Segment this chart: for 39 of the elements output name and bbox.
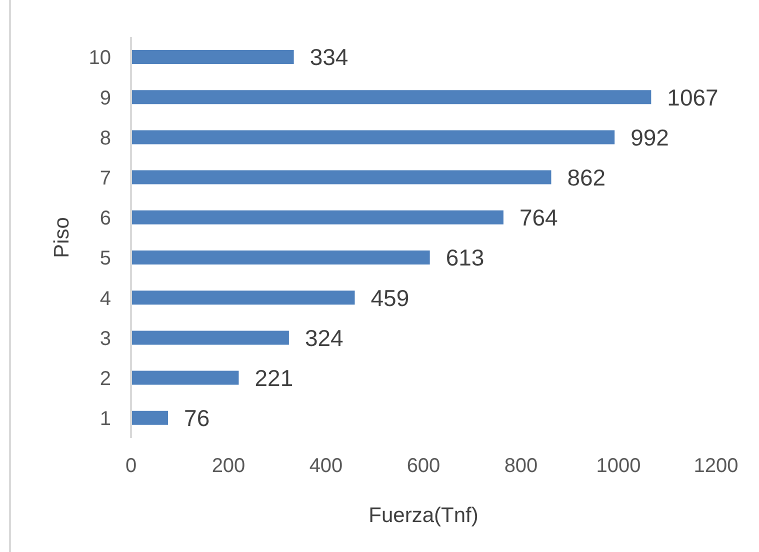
y-tick-label: 5	[100, 248, 111, 270]
y-tick-label: 4	[100, 288, 111, 310]
bar	[131, 410, 168, 425]
y-tick-label: 8	[100, 127, 111, 150]
y-tick-label: 1	[100, 408, 111, 430]
data-label: 764	[519, 204, 558, 231]
data-label: 862	[567, 164, 606, 190]
y-axis-title: Piso	[50, 217, 74, 258]
bar	[131, 210, 504, 224]
y-tick-label: 3	[100, 328, 111, 350]
x-tick-label: 0	[125, 455, 137, 478]
bar	[131, 330, 289, 345]
y-tick-label: 10	[88, 47, 111, 70]
bar	[131, 370, 239, 385]
y-tick-label: 2	[100, 368, 111, 390]
x-tick-label: 800	[504, 455, 538, 478]
x-tick-label: 1000	[596, 455, 641, 478]
bar	[131, 250, 430, 264]
data-label: 459	[370, 284, 410, 311]
data-label: 613	[446, 244, 484, 271]
data-label: 76	[184, 405, 210, 432]
data-label: 324	[304, 324, 344, 351]
x-tick-label: 400	[309, 455, 343, 478]
bar	[131, 170, 552, 184]
y-tick-label: 6	[100, 208, 111, 230]
data-label: 334	[310, 44, 348, 70]
bar	[131, 290, 355, 305]
bar	[131, 130, 615, 144]
data-label: 992	[630, 124, 669, 150]
x-tick-label: 1200	[694, 455, 738, 478]
data-label: 1067	[667, 84, 718, 110]
y-tick-label: 9	[100, 87, 111, 110]
y-tick-label: 7	[100, 167, 111, 190]
x-axis-title: Fuerza(Tnf)	[368, 504, 478, 527]
x-tick-label: 200	[212, 455, 246, 478]
data-label: 221	[254, 364, 294, 391]
bar	[131, 90, 652, 104]
x-tick-label: 600	[406, 455, 440, 478]
bar	[131, 50, 294, 64]
